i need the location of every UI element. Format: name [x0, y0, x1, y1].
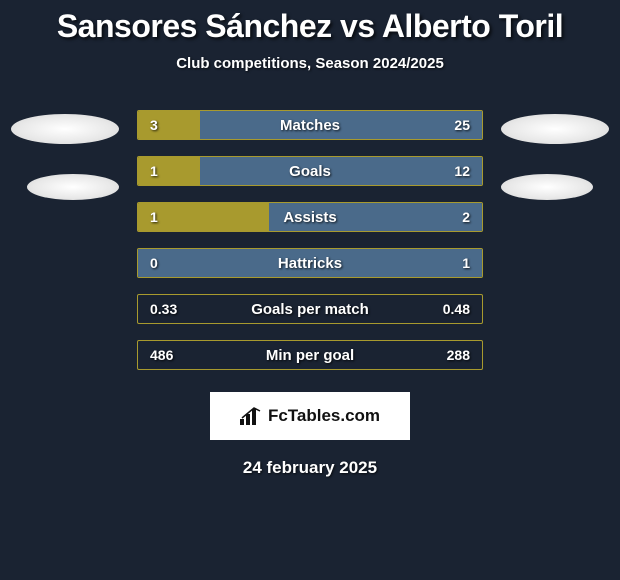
- stat-value-right: 288: [447, 347, 470, 363]
- stat-row: 3Matches25: [137, 110, 483, 140]
- logo-text: FcTables.com: [268, 406, 380, 426]
- stat-label: Goals: [138, 163, 482, 180]
- player1-club-avatar: [27, 174, 119, 200]
- stat-value-right: 1: [462, 255, 470, 271]
- stat-row: 1Goals12: [137, 156, 483, 186]
- left-avatar-column: [11, 110, 119, 200]
- stat-label: Goals per match: [138, 301, 482, 318]
- fctables-icon: [240, 407, 262, 425]
- stat-bars: 3Matches251Goals121Assists20Hattricks10.…: [137, 110, 483, 370]
- stat-value-right: 25: [454, 117, 470, 133]
- comparison-card: Sansores Sánchez vs Alberto Toril Club c…: [0, 0, 620, 478]
- comparison-body: 3Matches251Goals121Assists20Hattricks10.…: [0, 110, 620, 370]
- stat-value-right: 0.48: [443, 301, 470, 317]
- right-avatar-column: [501, 110, 609, 200]
- date-label: 24 february 2025: [0, 458, 620, 478]
- subtitle: Club competitions, Season 2024/2025: [0, 55, 620, 72]
- stat-label: Min per goal: [138, 347, 482, 364]
- page-title: Sansores Sánchez vs Alberto Toril: [0, 8, 620, 45]
- stat-row: 1Assists2: [137, 202, 483, 232]
- stat-label: Assists: [138, 209, 482, 226]
- stat-row: 0.33Goals per match0.48: [137, 294, 483, 324]
- stat-label: Matches: [138, 117, 482, 134]
- player1-avatar: [11, 114, 119, 144]
- stat-row: 486Min per goal288: [137, 340, 483, 370]
- stat-value-right: 12: [454, 163, 470, 179]
- logo-box[interactable]: FcTables.com: [210, 392, 410, 440]
- stat-label: Hattricks: [138, 255, 482, 272]
- stat-row: 0Hattricks1: [137, 248, 483, 278]
- stat-value-right: 2: [462, 209, 470, 225]
- player2-avatar: [501, 114, 609, 144]
- player2-club-avatar: [501, 174, 593, 200]
